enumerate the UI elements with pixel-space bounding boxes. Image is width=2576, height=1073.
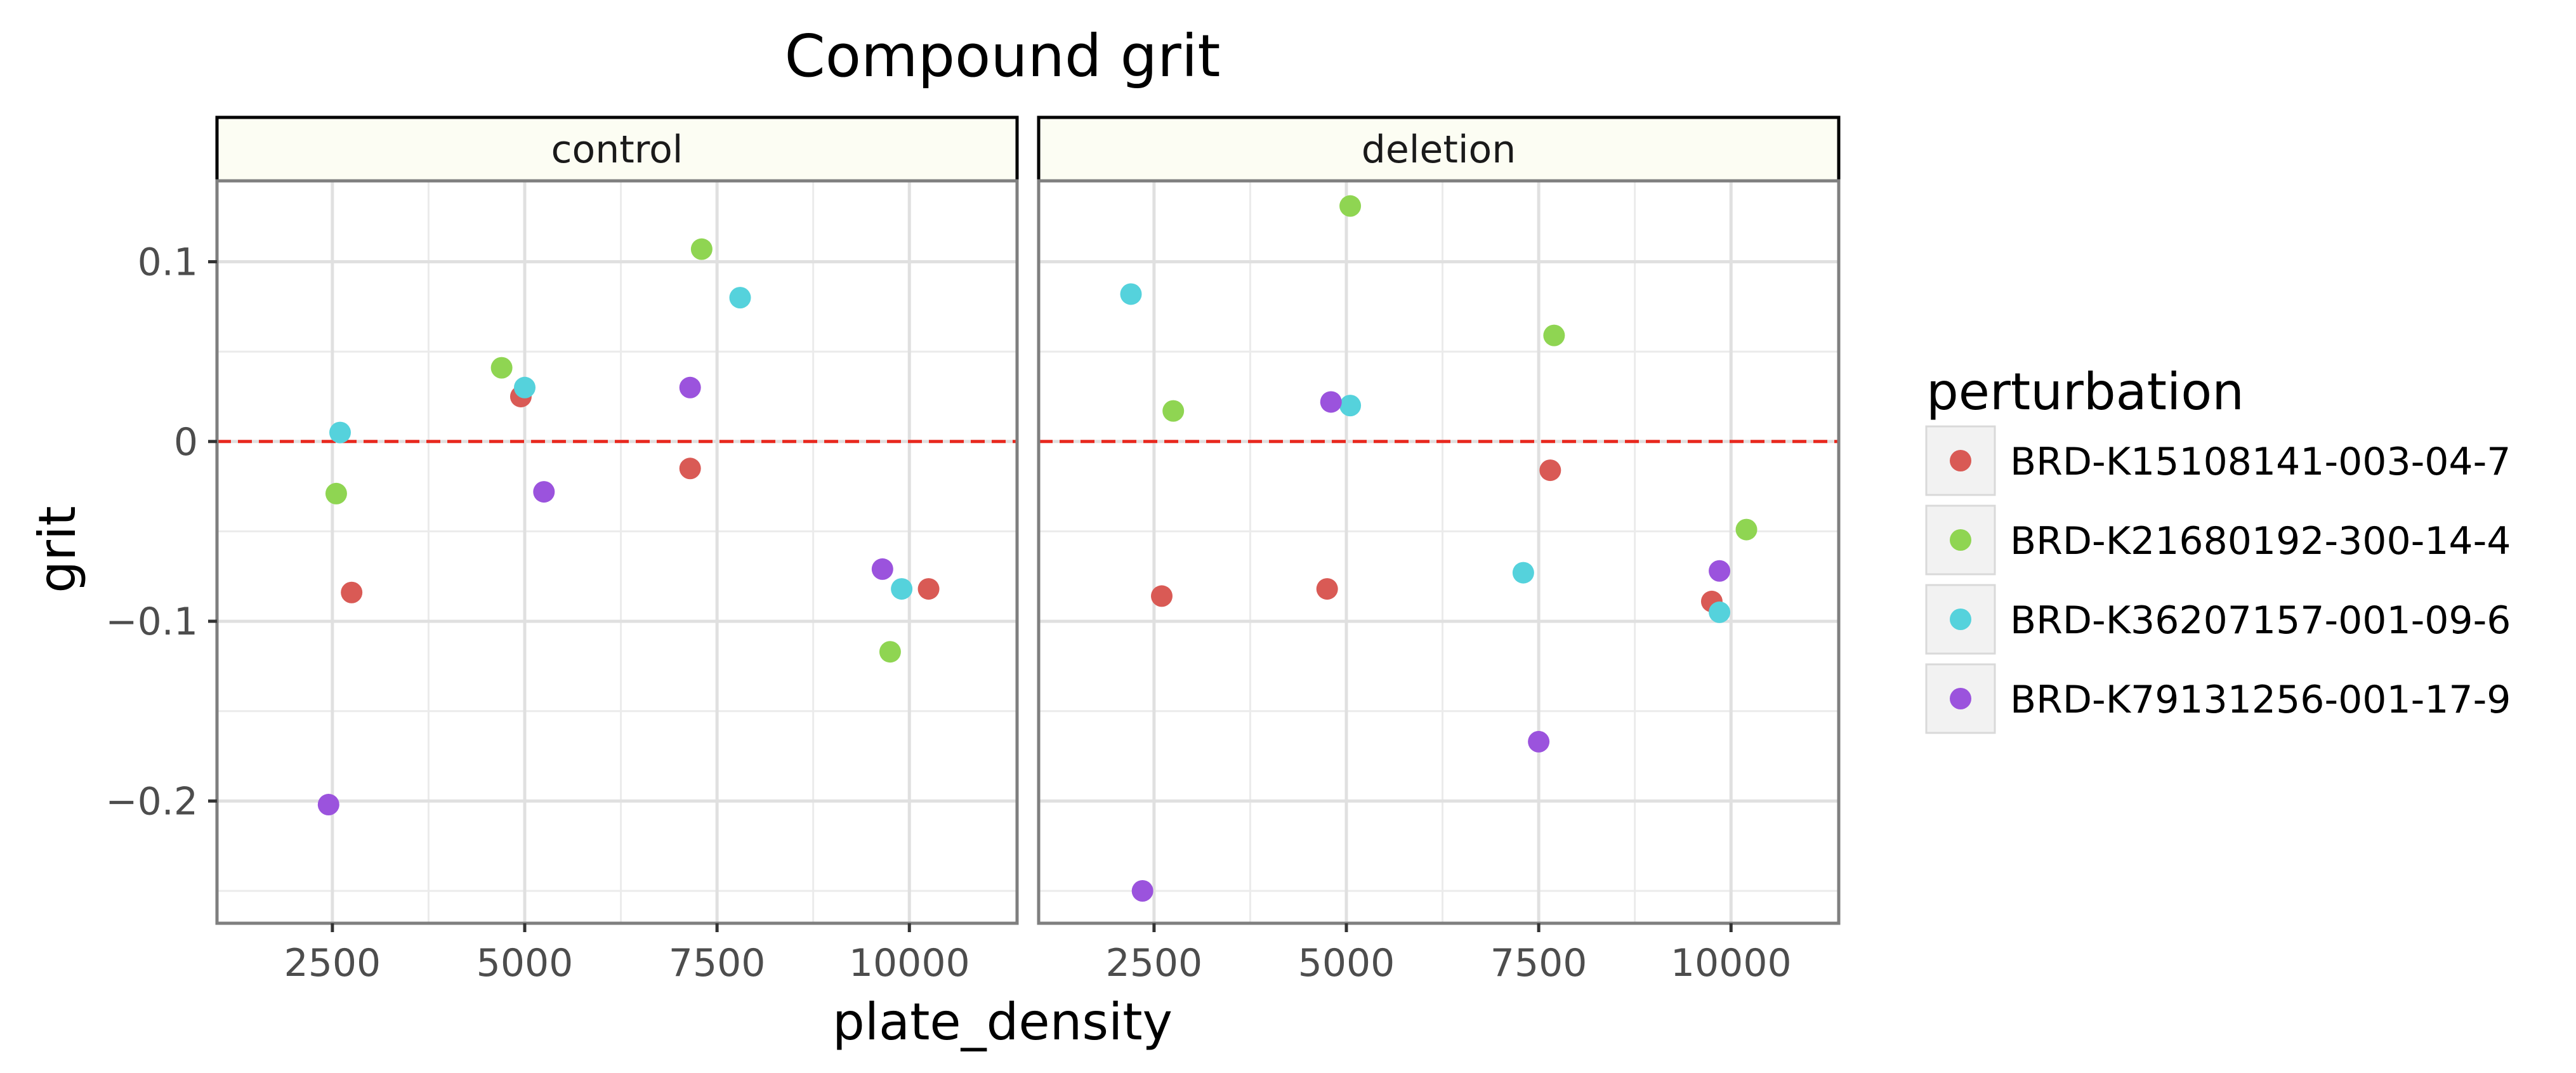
- data-point: [1339, 195, 1362, 217]
- x-tick-label: 7500: [1490, 941, 1587, 985]
- panel-background: [217, 181, 1017, 923]
- data-point: [891, 578, 913, 600]
- data-point: [1316, 578, 1338, 600]
- x-tick-label: 7500: [669, 941, 766, 985]
- data-point: [1528, 730, 1550, 753]
- facet-strip: [1037, 115, 1841, 183]
- data-point: [325, 482, 347, 504]
- facet-strip: [215, 115, 1019, 183]
- y-tick-label: 0.1: [138, 240, 198, 284]
- data-point: [317, 794, 339, 816]
- legend-key-marker: [1950, 529, 1971, 551]
- data-point: [871, 558, 893, 580]
- legend-key-marker: [1950, 609, 1971, 630]
- panel-border: [1037, 179, 1841, 925]
- legend-items: BRD-K15108141-003-04-7 BRD-K21680192-300-…: [1925, 425, 2511, 734]
- data-point: [1735, 518, 1758, 541]
- facet-strip-label: control: [551, 128, 683, 172]
- x-tick-label: 2500: [284, 941, 381, 985]
- facet-panels: control 2500 5000 7500 10000 0.1 0 −0.1 −0.2 dele…: [105, 115, 1841, 985]
- legend-key-marker: [1950, 450, 1971, 471]
- data-point: [879, 641, 901, 663]
- facet-strip-label: deletion: [1362, 128, 1516, 172]
- x-tick-label: 10000: [849, 941, 970, 985]
- y-axis-title: grit: [28, 506, 87, 593]
- legend-label: BRD-K79131256-001-17-9: [2010, 678, 2511, 722]
- data-point: [690, 238, 713, 260]
- data-point: [1339, 395, 1362, 417]
- x-axis-title: plate_density: [832, 992, 1173, 1051]
- facet-panel-deletion: deletion 2500 5000 7500 10000: [1037, 115, 1841, 985]
- legend-key: [1925, 663, 1996, 734]
- legend-item: BRD-K21680192-300-14-4: [1925, 504, 2511, 576]
- data-point: [1539, 459, 1561, 482]
- chart-title: Compound grit: [785, 22, 1221, 90]
- x-tick-label: 2500: [1106, 941, 1203, 985]
- data-point: [1543, 324, 1565, 346]
- data-point: [490, 357, 513, 379]
- data-point: [1320, 391, 1342, 413]
- data-point: [1120, 283, 1142, 305]
- data-point: [329, 421, 351, 444]
- legend: perturbation BRD-K15108141-003-04-7BRD-K…: [1925, 362, 2511, 734]
- data-point: [514, 376, 536, 398]
- legend-item: BRD-K15108141-003-04-7: [1925, 425, 2511, 496]
- x-tick-label: 10000: [1671, 941, 1792, 985]
- legend-label: BRD-K15108141-003-04-7: [2010, 440, 2511, 484]
- data-point: [1709, 560, 1731, 582]
- y-tick-label: 0: [174, 420, 198, 464]
- legend-key-marker: [1950, 688, 1971, 709]
- facet-panel-control: control 2500 5000 7500 10000 0.1 0 −0.1 −0.2: [105, 115, 1019, 985]
- panel-border: [215, 179, 1019, 925]
- data-point: [533, 481, 555, 503]
- y-tick-label: −0.1: [105, 600, 198, 644]
- legend-label: BRD-K21680192-300-14-4: [2010, 519, 2511, 563]
- x-tick-label: 5000: [1298, 941, 1395, 985]
- y-tick-label: −0.2: [105, 779, 198, 824]
- panel-background: [1039, 181, 1839, 923]
- data-point: [1709, 601, 1731, 623]
- legend-label: BRD-K36207157-001-09-6: [2010, 598, 2511, 643]
- data-point: [679, 458, 701, 480]
- data-point: [341, 581, 363, 603]
- data-point: [679, 376, 701, 398]
- data-point: [1151, 585, 1173, 607]
- data-point: [1131, 880, 1153, 902]
- data-point: [1512, 562, 1534, 584]
- data-point: [917, 578, 940, 600]
- legend-item: BRD-K36207157-001-09-6: [1925, 584, 2511, 655]
- legend-title: perturbation: [1926, 362, 2244, 421]
- data-point: [1162, 400, 1185, 422]
- x-tick-label: 5000: [476, 941, 574, 985]
- legend-item: BRD-K79131256-001-17-9: [1925, 663, 2511, 734]
- data-point: [729, 287, 751, 309]
